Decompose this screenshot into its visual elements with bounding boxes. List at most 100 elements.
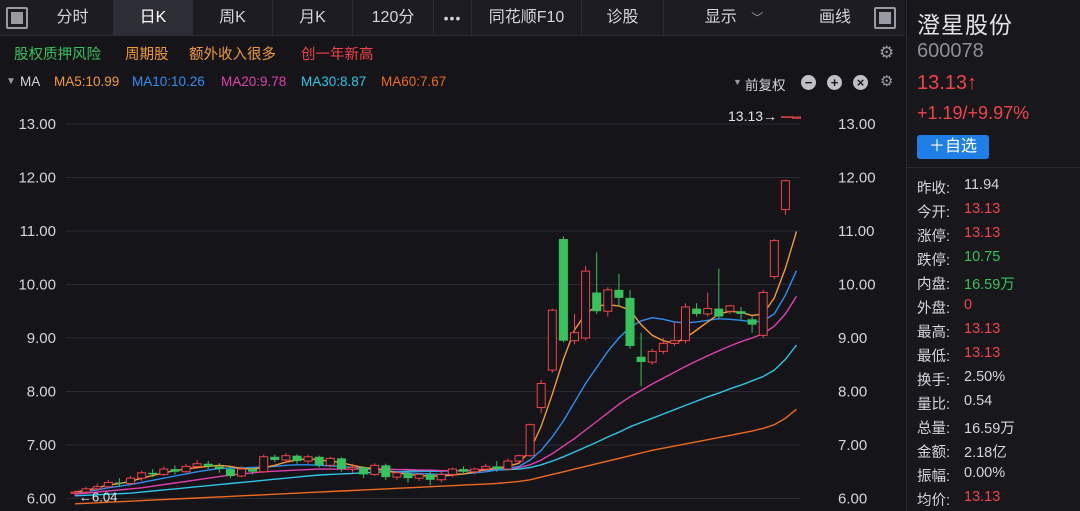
candle-body [270, 456, 280, 460]
y-tick-label: 10.00 [838, 277, 876, 294]
stat-value: 0 [964, 297, 973, 313]
stat-value: 10.75 [964, 249, 1001, 265]
candle-body [481, 465, 491, 470]
candle-body [658, 342, 668, 352]
candle [625, 289, 635, 349]
low-price-label: ←6.04 [79, 489, 117, 504]
zoom-out-icon[interactable]: − [801, 75, 816, 90]
candle-body [714, 308, 724, 317]
divider [907, 167, 1080, 168]
candle [81, 486, 91, 494]
candle [259, 454, 269, 473]
adjust-mode[interactable]: 前复权 [745, 78, 786, 93]
candle-body [436, 473, 446, 481]
candle-body [558, 239, 568, 341]
candle [436, 471, 446, 483]
candle [792, 116, 801, 119]
y-axis-right: 13.00 12.00 11.00 10.00 9.00 8.00 7.00 6.00 [838, 116, 876, 508]
collapse-arrow-icon[interactable]: ▼ [6, 76, 16, 87]
stat-value: 0.54 [964, 393, 993, 409]
tag-year-high[interactable]: 创一年新高 [301, 47, 374, 63]
y-tick-label: 13.00 [838, 116, 876, 133]
tab-timeshare[interactable]: 分时 [32, 0, 114, 36]
stat-row: 量比: 0.54 [917, 393, 992, 413]
candle [137, 470, 147, 481]
candle [592, 252, 602, 314]
candle [681, 303, 690, 344]
candle-body [192, 463, 202, 467]
candle-body [92, 486, 102, 490]
tab-daily-k[interactable]: 日K [114, 0, 193, 36]
ma30-value: MA30:8.87 [301, 74, 367, 89]
tag-extra-income[interactable]: 额外收入很多 [189, 47, 276, 63]
ma60-value: MA60:7.67 [381, 74, 447, 89]
ma5-value: MA5:10.99 [54, 74, 120, 89]
candle [237, 466, 246, 478]
window-icon[interactable] [6, 7, 28, 29]
add-watchlist-button[interactable]: ＋自选 [917, 135, 989, 159]
kline-chart[interactable]: 13.00 12.00 11.00 10.00 9.00 8.00 7.00 6.00 13.… [0, 95, 905, 511]
candle-body [292, 455, 302, 462]
f10-button[interactable]: 同花顺F10 [472, 0, 582, 36]
candle-body [592, 292, 602, 312]
candle [647, 348, 657, 365]
candle-body [703, 308, 713, 315]
price-change: +1.19/+9.97% [917, 103, 1030, 123]
tag-pledge-risk[interactable]: 股权质押风险 [14, 47, 101, 63]
candle-body [126, 477, 135, 485]
candle-body [769, 240, 779, 277]
zoom-in-icon[interactable]: + [827, 75, 842, 90]
ma10-line [74, 270, 798, 494]
ma20-value: MA20:9.78 [221, 74, 287, 89]
stat-value: 13.13 [964, 489, 1001, 505]
y-tick-label: 6.00 [27, 491, 56, 508]
y-tick-label: 7.00 [838, 437, 867, 454]
candle-body [137, 472, 147, 479]
candle [381, 463, 391, 480]
y-tick-label: 8.00 [27, 384, 56, 401]
tab-monthly-k[interactable]: 月K [273, 0, 353, 36]
diagnose-button[interactable]: 诊股 [582, 0, 664, 36]
candle-body [447, 468, 457, 475]
tag-cyclical[interactable]: 周期股 [125, 47, 169, 63]
tab-120min[interactable]: 120分 [353, 0, 434, 36]
y-tick-label: 10.00 [18, 277, 56, 294]
y-tick-label: 12.00 [18, 170, 56, 187]
candle-body [370, 464, 380, 475]
more-button[interactable]: ••• [434, 0, 472, 36]
candle-body [403, 472, 413, 479]
candle-body [514, 455, 524, 462]
candle [758, 289, 768, 338]
candle [248, 467, 258, 475]
candle [170, 465, 180, 475]
candle-body [758, 292, 768, 336]
candle [603, 287, 613, 317]
candle-body [303, 456, 313, 462]
dropdown-arrow-icon[interactable]: ▼ [733, 77, 742, 87]
tab-weekly-k[interactable]: 周K [193, 0, 273, 36]
ma-label[interactable]: MA [20, 74, 41, 89]
candle-body [625, 297, 635, 347]
display-dropdown[interactable]: 显示 ﹀ [664, 0, 804, 36]
candle [514, 454, 524, 464]
candle-body [170, 469, 180, 472]
close-icon[interactable]: × [853, 75, 868, 90]
candle-body [792, 116, 801, 119]
draw-line-button[interactable]: 画线 [818, 9, 851, 26]
gear-icon[interactable]: ⚙ [880, 73, 894, 90]
ma5-line [74, 231, 798, 493]
window-icon[interactable] [874, 7, 896, 29]
candle [581, 265, 591, 341]
candle [636, 332, 646, 387]
candle-body [248, 469, 258, 472]
gear-icon[interactable]: ⚙ [879, 43, 895, 62]
stat-row: 最低: 13.13 [917, 345, 1000, 365]
candle [414, 472, 424, 481]
y-tick-label: 8.00 [838, 384, 867, 401]
stat-key: 最高: [917, 325, 951, 341]
stat-value: 0.00% [964, 465, 1006, 481]
stat-row: 昨收: 11.94 [917, 177, 999, 197]
stat-key: 均价: [917, 493, 951, 509]
stock-name: 澄星股份 [917, 12, 1013, 38]
